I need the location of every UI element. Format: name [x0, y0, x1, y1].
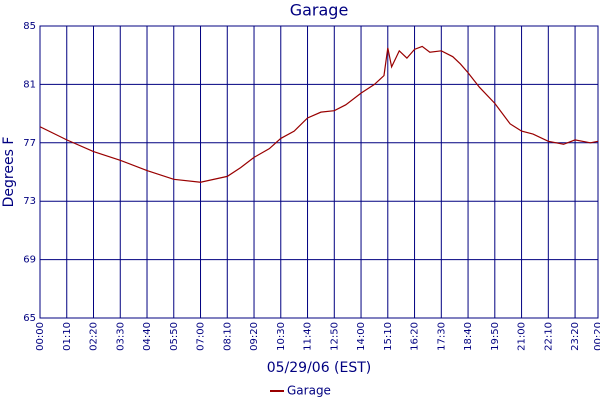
x-tick-label: 19:50	[490, 322, 501, 351]
x-tick-label: 01:10	[62, 322, 73, 351]
x-tick-label: 04:40	[142, 322, 153, 351]
y-tick-label: 85	[23, 21, 36, 32]
x-tick-label: 07:00	[196, 322, 207, 351]
x-tick-label: 12:50	[329, 322, 340, 351]
x-tick-label: 21:00	[517, 322, 528, 351]
chart-title: Garage	[290, 1, 349, 20]
x-axis-label: 05/29/06 (EST)	[267, 360, 372, 376]
x-tick-label: 18:40	[463, 322, 474, 351]
y-tick-label: 77	[23, 138, 36, 149]
x-tick-label: 22:10	[543, 322, 554, 351]
y-tick-label: 73	[23, 196, 36, 207]
x-tick-label: 16:20	[410, 322, 421, 351]
x-tick-label: 08:10	[222, 322, 233, 351]
x-tick-label: 00:20	[593, 322, 600, 351]
x-tick-label: 02:20	[89, 322, 100, 351]
x-tick-label: 11:40	[303, 322, 314, 351]
y-tick-label: 65	[23, 313, 36, 324]
x-tick-label: 14:00	[356, 322, 367, 351]
x-tick-label: 09:20	[249, 322, 260, 351]
legend-label: Garage	[287, 384, 331, 398]
plot-area	[39, 25, 599, 319]
x-tick-label: 03:30	[115, 322, 126, 351]
y-tick-label: 69	[23, 255, 36, 266]
x-tick-label: 23:20	[570, 322, 581, 351]
x-tick-label: 00:00	[35, 322, 46, 351]
data-line	[39, 45, 599, 183]
y-tick-label: 81	[23, 79, 36, 90]
x-tick-label: 17:30	[436, 322, 447, 351]
x-tick-label: 10:30	[276, 322, 287, 351]
x-tick-label: 05:50	[169, 322, 180, 351]
x-tick-label: 15:10	[383, 322, 394, 351]
y-axis-label: Degrees F	[1, 137, 17, 208]
